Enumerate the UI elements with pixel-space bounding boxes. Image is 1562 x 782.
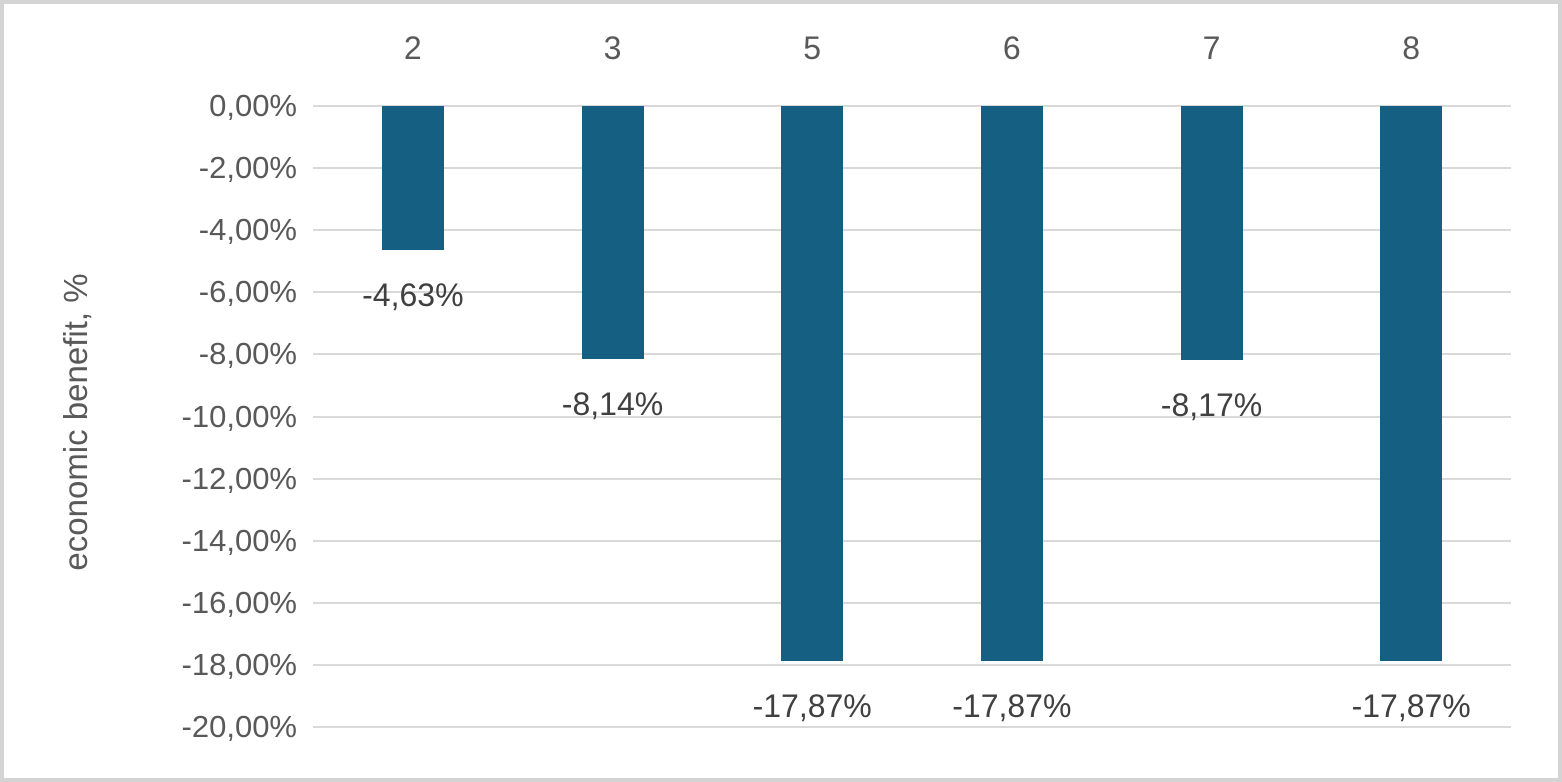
y-axis-tick-label: -2,00% xyxy=(198,150,297,186)
y-axis-tick-label: -12,00% xyxy=(181,460,297,496)
x-axis-category-label: 5 xyxy=(803,30,822,66)
data-label: -17,87% xyxy=(752,687,872,724)
y-axis-tick-label: -10,00% xyxy=(181,398,297,434)
gridline xyxy=(313,291,1511,294)
y-axis-tick-label: -6,00% xyxy=(198,274,297,310)
y-axis-tick-label: 0,00% xyxy=(209,88,297,123)
data-label: -8,17% xyxy=(1160,386,1263,423)
x-axis-category-label: 6 xyxy=(1002,30,1021,66)
gridline xyxy=(313,601,1511,604)
gridline xyxy=(313,167,1511,170)
y-axis-title: economic benefit, % xyxy=(57,273,94,571)
gridline xyxy=(313,105,1511,107)
gridline xyxy=(313,663,1511,666)
y-axis-tick-label: -18,00% xyxy=(181,646,297,682)
data-label: -17,87% xyxy=(1351,687,1471,724)
bar-8 xyxy=(1380,106,1443,661)
bar-6 xyxy=(980,106,1043,661)
bar-5 xyxy=(781,106,844,661)
y-axis-tick-label: -16,00% xyxy=(181,584,297,620)
x-axis-category-label: 2 xyxy=(403,30,422,66)
bar-7 xyxy=(1180,106,1243,360)
gridline xyxy=(313,415,1511,418)
bar-3 xyxy=(581,106,644,359)
x-axis-category-label: 8 xyxy=(1402,30,1421,66)
gridline xyxy=(313,477,1511,480)
gridline xyxy=(313,229,1511,232)
gridline xyxy=(313,726,1511,728)
data-label: -4,63% xyxy=(362,276,464,313)
x-axis-category-label: 3 xyxy=(603,30,622,66)
bar-2 xyxy=(381,106,444,250)
y-axis-tick-label: -8,00% xyxy=(198,336,297,372)
y-axis-tick-label: -4,00% xyxy=(198,212,297,248)
y-axis-tick-label: -20,00% xyxy=(181,709,297,744)
gridline xyxy=(313,539,1511,542)
y-axis-tick-label: -14,00% xyxy=(181,522,297,558)
x-axis-category-label: 7 xyxy=(1202,30,1221,66)
data-label: -17,87% xyxy=(952,687,1072,724)
plot-area xyxy=(313,105,1511,728)
data-label: -8,14% xyxy=(561,385,664,422)
gridline xyxy=(313,353,1511,356)
